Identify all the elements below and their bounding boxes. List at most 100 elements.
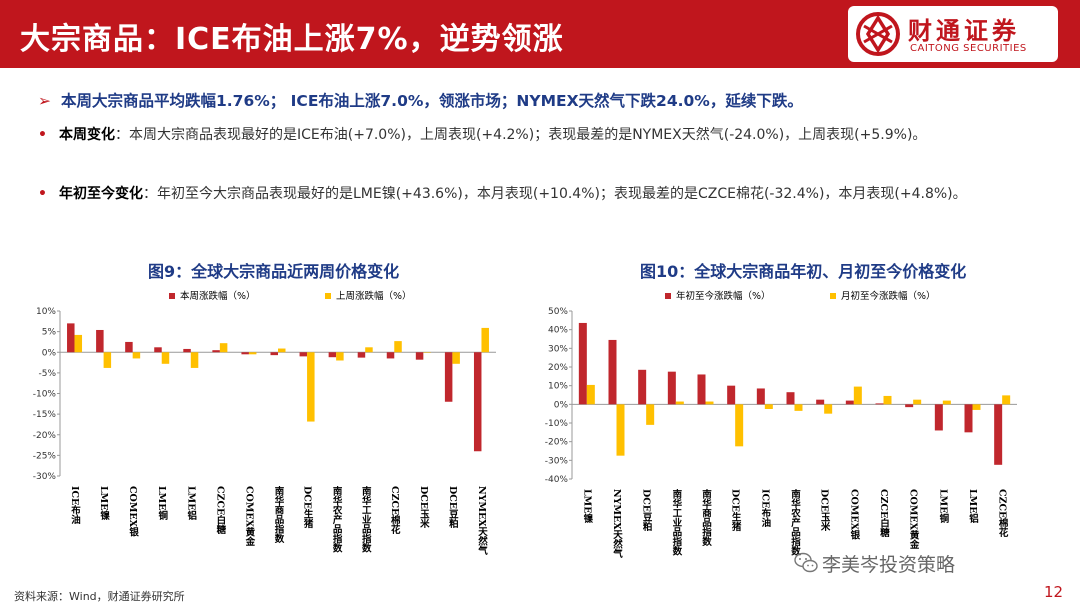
chart1-bar-s1-11	[357, 352, 366, 358]
chart1-bar-s2-14	[452, 352, 460, 364]
chart1-bar-s1-10	[328, 352, 337, 358]
chart2-bar-s1-13	[934, 404, 943, 431]
chart2-y-tick-label: 0%	[554, 400, 569, 410]
bullet-ytd: • 年初至今变化：年初至今大宗商品表现最好的是LME镍(+43.6%)，本月表现…	[38, 183, 1038, 206]
chart1-category-label: 南华工业品指数	[360, 485, 373, 553]
chart1-bar-s2-10	[336, 352, 344, 361]
chart2-bar-s1-11	[875, 403, 884, 405]
chart2-category-label: LME镍	[581, 489, 593, 524]
chart2-y-tick-label: -40%	[545, 475, 569, 485]
chart1-bar-s2-12	[394, 341, 402, 353]
chart2-bar-s1-10	[845, 400, 854, 405]
summary-text: 本周大宗商品平均跌幅1.76%； ICE布油上涨7.0%，领涨市场；NYMEX天…	[61, 92, 803, 110]
bullet-text: ：本周大宗商品表现最好的是ICE布油(+7.0%)，上周表现(+4.2%)；表现…	[115, 127, 927, 143]
chart1-y-tick-label: 0%	[42, 348, 57, 358]
chart2-y-tick-label: 30%	[548, 344, 568, 354]
chart2-category-label: 南华商品指数	[700, 488, 713, 547]
chart2-category-label: NYMEX天然气	[611, 489, 624, 559]
arrow-icon: ➢	[38, 92, 51, 110]
chart1-category-label: CZCE白糖	[214, 486, 226, 535]
chart1-bar-s2-8	[278, 348, 286, 353]
chart1-y-tick-label: -5%	[38, 369, 56, 379]
chart1-bar-s2-2	[103, 352, 112, 368]
chart1-category-label: LME铝	[185, 486, 197, 521]
chart2-bar-s2-15	[1002, 395, 1011, 405]
chart2-bar-s1-12	[905, 404, 914, 408]
source-note: 资料来源：Wind，财通证券研究所	[14, 590, 185, 603]
bullet-weekly: • 本周变化：本周大宗商品表现最好的是ICE布油(+7.0%)，上周表现(+4.…	[38, 124, 1038, 147]
chart2-category-label: COMEX黄金	[908, 489, 921, 549]
chart1-legend-swatch	[325, 293, 331, 299]
chart2-bar-s2-12	[913, 399, 922, 405]
chart1-bar-s1-7	[241, 352, 249, 355]
chart2-y-tick-label: 40%	[548, 326, 568, 336]
chart2-bar-s2-4	[675, 401, 684, 405]
chart1-bar-s1-15	[473, 352, 482, 452]
chart2-category-label: 南华农产品指数	[789, 488, 802, 556]
chart2-category-label: LME铝	[967, 489, 979, 524]
chart2-bar-s2-10	[853, 386, 862, 405]
chart2-bar-s1-3	[638, 369, 647, 405]
logo-cn-text: 财通证券	[908, 17, 1020, 45]
chart1-category-label: DCE生猪	[302, 486, 315, 529]
chart1-bar-s2-7	[248, 352, 257, 355]
chart1-bar-s2-1	[74, 334, 83, 353]
bullet-label: 年初至今变化	[59, 186, 143, 202]
chart2-category-label: CZCE棉花	[997, 489, 1009, 538]
chart2-bar-s1-6	[727, 385, 736, 405]
chart1-category-label: LME铜	[156, 486, 168, 521]
chart1-category-label: NYMEX天然气	[476, 486, 489, 556]
chart1-category-label: DCE豆粕	[447, 486, 459, 529]
chart1-category-label: 南华农产品指数	[331, 485, 344, 553]
chart1-y-tick-label: 10%	[36, 307, 56, 317]
chart1-bar-s2-4	[161, 352, 170, 364]
chart2-bar-s2-7	[764, 404, 773, 409]
chart2-bar-s2-11	[883, 395, 892, 405]
chart2-category-label: CZCE白糖	[878, 489, 890, 538]
bullet-dot-icon: •	[38, 127, 47, 143]
chart2: 50% 40% 30% 20% 10% 0% -10% -20% -30% -40% LME镍 NYM…	[545, 290, 1017, 559]
header-bar: 大宗商品：ICE布油上涨7%，逆势领涨 财通证券 CAITONG SECURIT…	[0, 0, 1080, 68]
chart1-y-tick-label: 5%	[42, 328, 57, 338]
chart1-category-label: ICE布油	[69, 486, 82, 525]
chart2-y-tick-label: 20%	[548, 363, 568, 373]
chart1-category-label: COMEX银	[127, 486, 139, 537]
logo-mark-icon	[856, 12, 900, 56]
wechat-icon	[794, 552, 818, 573]
chart2-bar-s2-13	[942, 400, 951, 405]
chart2-bar-s2-5	[705, 401, 714, 405]
chart1-bar-s1-2	[96, 329, 104, 353]
chart2-bar-s1-4	[667, 371, 676, 405]
chart2-bar-s1-5	[697, 374, 706, 405]
chart2-bar-s1-15	[994, 404, 1003, 465]
chart1-bar-s1-6	[212, 350, 220, 353]
chart2-bar-s2-1	[586, 384, 595, 405]
chart2-legend-label: 年初至今涨跌幅（%）	[676, 290, 771, 302]
chart2-bar-s2-2	[616, 404, 625, 456]
chart1: 10% 5% 0% -5% -10% -15% -20% -25% -30% ICE布油 LME镍 C…	[33, 290, 496, 556]
chart2-category-label: LME铜	[937, 489, 949, 524]
chart1-y-tick-label: -30%	[33, 472, 57, 482]
chart2-category-label: DCE玉米	[819, 489, 832, 532]
chart2-y-tick-label: -20%	[545, 438, 569, 448]
chart2-y-tick-label: -10%	[545, 419, 569, 429]
chart1-bar-s2-5	[190, 352, 199, 368]
summary-line: ➢ 本周大宗商品平均跌幅1.76%； ICE布油上涨7.0%，领涨市场；NYMEX…	[38, 89, 803, 111]
chart1-legend-label: 本周涨跌幅（%）	[180, 290, 256, 302]
bullet-text: ：年初至今大宗商品表现最好的是LME镍(+43.6%)，本月表现(+10.4%)…	[143, 186, 967, 202]
chart2-y-tick-label: -30%	[545, 456, 569, 466]
chart1-bar-s1-4	[154, 347, 162, 353]
chart1-y-tick-label: -25%	[33, 451, 57, 461]
chart2-category-label: 南华工业品指数	[670, 488, 683, 556]
chart2-bar-s1-8	[786, 392, 795, 405]
chart2-bar-s2-6	[735, 404, 744, 447]
chart2-category-label: ICE布油	[759, 489, 772, 528]
chart1-legend-swatch	[169, 293, 175, 299]
chart2-bar-s2-3	[646, 404, 655, 425]
chart1-bar-s2-13	[423, 352, 431, 353]
chart1-bar-s1-9	[299, 352, 308, 357]
watermark: 李美岑投资策略	[822, 554, 956, 576]
chart2-legend-swatch	[830, 293, 836, 299]
chart2-legend-swatch	[665, 293, 671, 299]
chart2-bar-s2-9	[824, 404, 833, 414]
